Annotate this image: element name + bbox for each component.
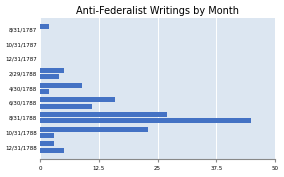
Bar xyxy=(40,141,54,146)
Bar xyxy=(40,148,64,153)
Bar xyxy=(40,133,54,138)
Bar xyxy=(40,104,92,109)
Title: Anti-Federalist Writings by Month: Anti-Federalist Writings by Month xyxy=(76,5,239,16)
Bar xyxy=(40,68,64,73)
Bar xyxy=(40,82,82,88)
Bar xyxy=(40,97,115,102)
Bar xyxy=(40,89,49,94)
Bar xyxy=(40,127,148,132)
Bar xyxy=(40,112,167,117)
Bar xyxy=(40,24,49,29)
Bar xyxy=(40,74,59,79)
Bar xyxy=(40,118,251,123)
